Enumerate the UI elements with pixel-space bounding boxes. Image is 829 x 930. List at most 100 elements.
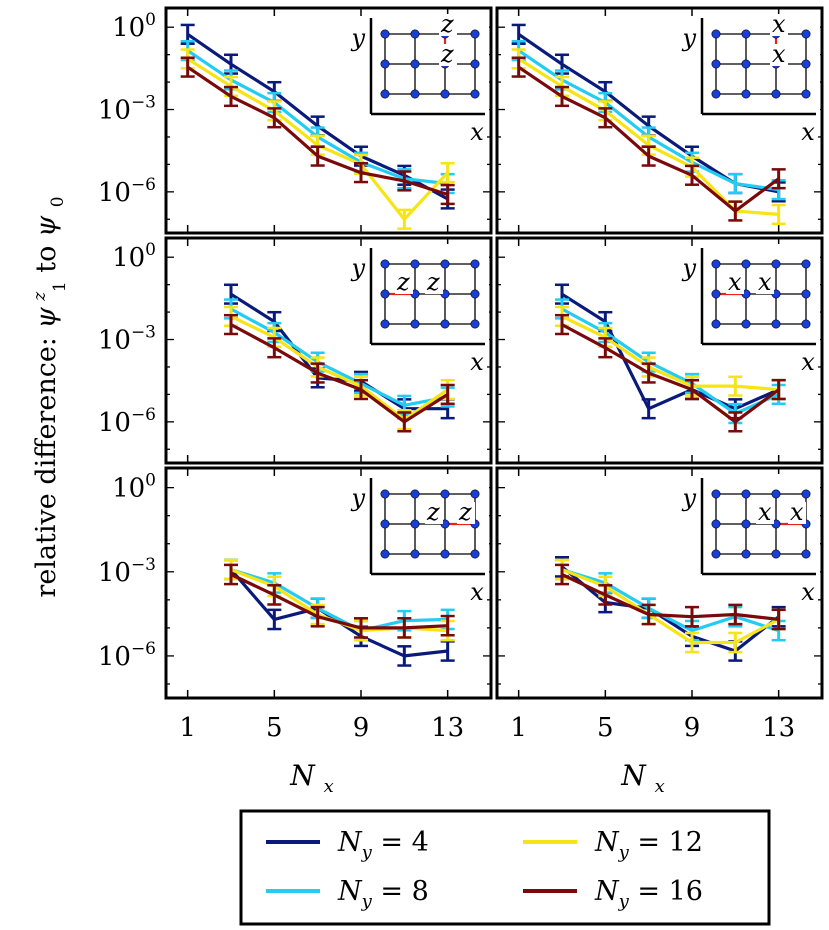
series-line-Ny4 (230, 292, 448, 411)
inset-op-bg (788, 502, 806, 524)
panel-frame (164, 236, 493, 465)
inset-site (741, 29, 751, 39)
panel-frame (495, 236, 824, 465)
inset-site (470, 89, 480, 99)
inset-site (771, 549, 781, 559)
y-axis-label: relative difference: ψ z 1 to ψ 0 (21, 196, 72, 597)
series-group (180, 23, 455, 230)
x-tick-label: 5 (266, 713, 283, 743)
x-tick-label: 1 (179, 713, 196, 743)
series-group (224, 283, 455, 433)
inset-site (470, 489, 480, 499)
inset-y-label: y (681, 24, 696, 52)
series-group (224, 558, 455, 667)
inset-site (741, 319, 751, 329)
inset-site (801, 89, 811, 99)
inset-site (711, 89, 721, 99)
inset-x-label: x (470, 118, 484, 146)
inset-site (711, 489, 721, 499)
inset-y-label: y (350, 254, 365, 282)
inset-site (741, 89, 751, 99)
x-axis-label-right: N x (620, 759, 665, 797)
y-axis-label-psi0: ψ (31, 215, 62, 237)
inset-site (470, 59, 480, 69)
inset-site (470, 29, 480, 39)
inset-y-label: y (681, 254, 696, 282)
inset-site (741, 549, 751, 559)
inset-site (380, 489, 390, 499)
inset-operator-label: x (728, 268, 742, 296)
y-tick-label: 10−3 (98, 323, 156, 356)
inset-site (771, 259, 781, 269)
inset-op-bg (756, 502, 774, 524)
inset-site (801, 319, 811, 329)
inset-site (771, 319, 781, 329)
inset-site (801, 549, 811, 559)
legend: Ny = 4 Ny = 12 Ny = 8 Ny = 16 (239, 809, 771, 926)
y-tick-label: 10−3 (98, 555, 156, 588)
inset-y-label: y (350, 484, 365, 512)
inset-op-bg (425, 502, 443, 524)
inset-site (440, 89, 450, 99)
inset-site (410, 59, 420, 69)
inset-site (801, 29, 811, 39)
legend-label-ny12: Ny = 12 (594, 827, 703, 863)
inset-x-label: x (801, 578, 815, 606)
panel-frame (164, 466, 493, 700)
inset-site (410, 319, 420, 329)
x-tick-label: 13 (431, 713, 464, 743)
inset-site (771, 89, 781, 99)
inset-site (771, 489, 781, 499)
inset-site (711, 289, 721, 299)
inset-x-label: x (801, 348, 815, 376)
series-line-Ny4 (560, 565, 780, 653)
series-line-Ny4 (561, 292, 780, 411)
inset-operator-label: z (458, 498, 472, 526)
panel-frame (495, 6, 824, 235)
inset-site (440, 319, 450, 329)
inset-site (410, 489, 420, 499)
legend-label-ny8: Ny = 8 (337, 876, 429, 912)
inset-site (741, 59, 751, 69)
y-tick-label: 100 (112, 240, 156, 273)
inset-y-label: y (681, 484, 696, 512)
inset-site (711, 259, 721, 269)
inset-site (470, 319, 480, 329)
panel-frame (495, 466, 824, 700)
inset-operator-label: z (426, 268, 440, 296)
inset-site (470, 549, 480, 559)
inset-site (711, 29, 721, 39)
x-axis-label-left-main: N (289, 759, 316, 792)
inset-site (440, 259, 450, 269)
inset-site (380, 289, 390, 299)
series-group (555, 555, 786, 662)
y-axis-label-prefix: relative difference: (31, 329, 62, 598)
series-line-Ny12 (230, 314, 449, 422)
inset-operator-label: x (772, 40, 786, 68)
inset-site (410, 89, 420, 99)
x-axis-label-right-sub: x (655, 776, 665, 797)
legend-frame (239, 809, 771, 926)
inset-site (380, 519, 390, 529)
inset-operator-label: z (440, 40, 454, 68)
inset-site (410, 29, 420, 39)
y-tick-label: 100 (112, 471, 156, 504)
inset-op-bg (770, 14, 788, 36)
y-tick-label: 10−3 (98, 93, 156, 126)
inset-op-bg (756, 272, 774, 294)
inset-site (711, 319, 721, 329)
inset-operator-label: z (426, 498, 440, 526)
inset-site (470, 289, 480, 299)
inset-op-bg (457, 502, 475, 524)
inset-site (380, 549, 390, 559)
inset-operator-label: x (790, 498, 804, 526)
y-tick-label: 10−6 (98, 405, 156, 438)
panel-row2-right: yxx x (495, 236, 824, 465)
x-axis-label-left-sub: x (324, 776, 334, 797)
